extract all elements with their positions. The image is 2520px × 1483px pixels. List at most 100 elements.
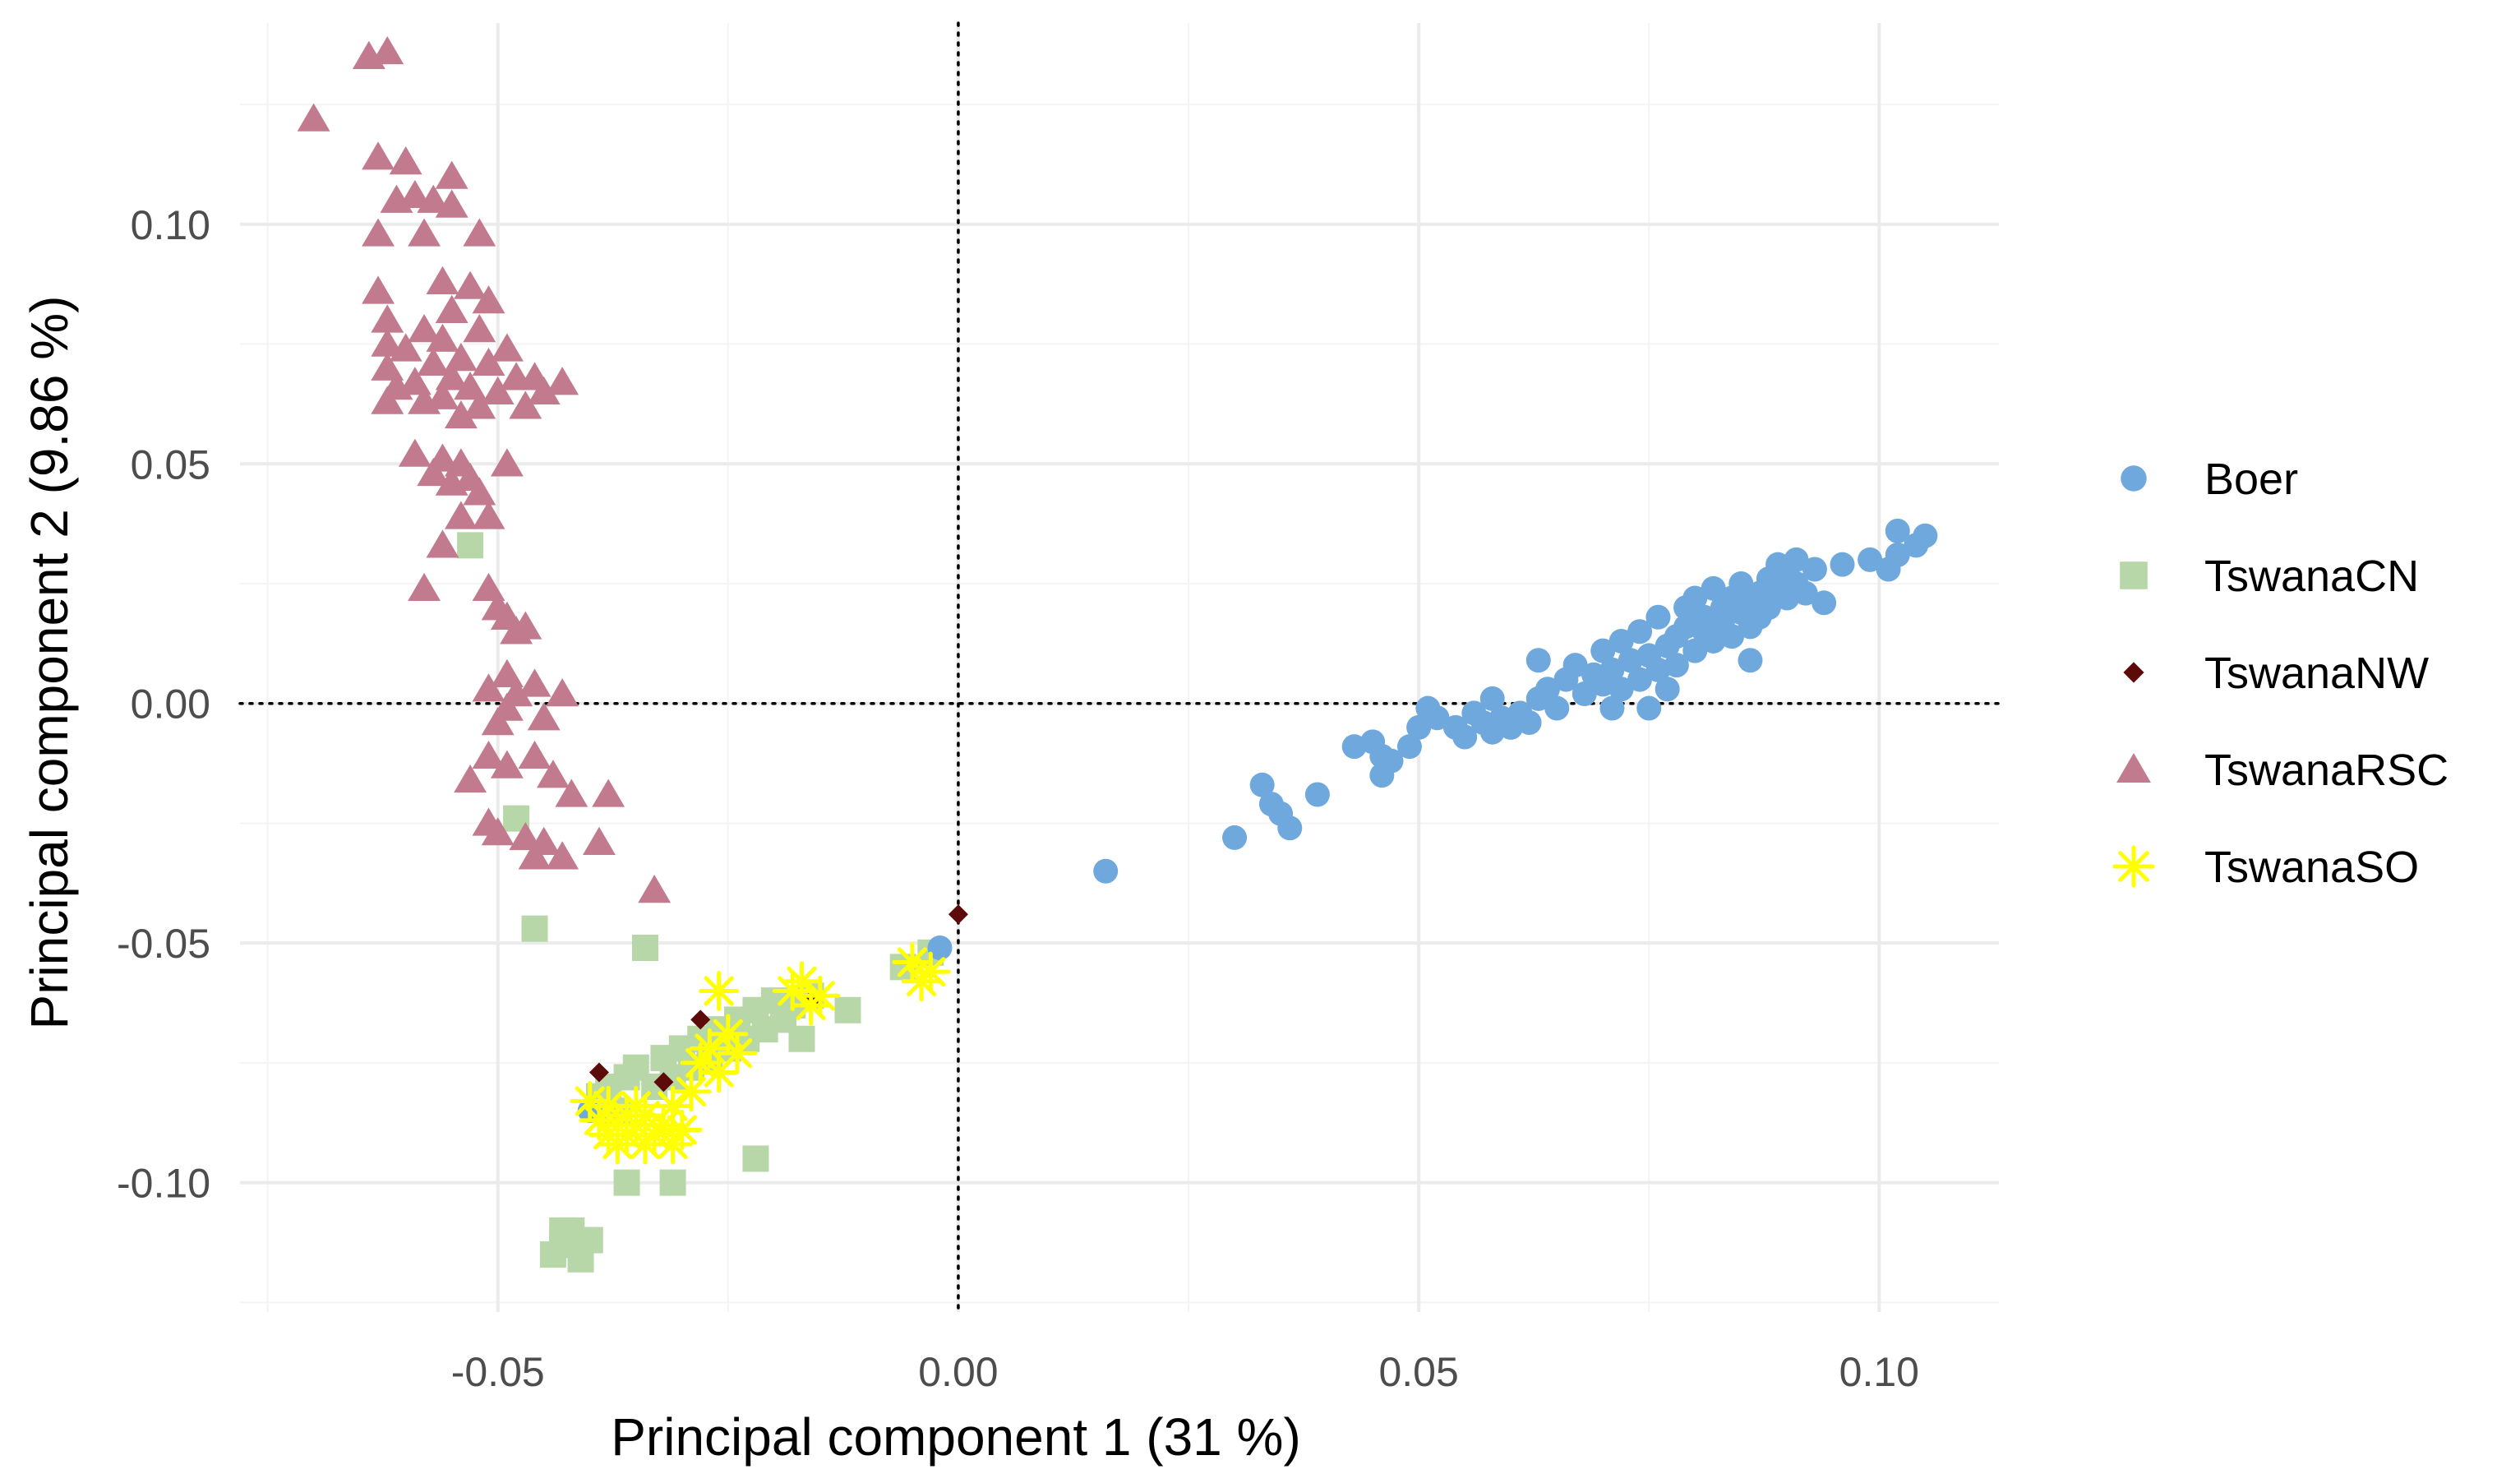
point-boer [1599, 695, 1625, 721]
point-boer [1682, 585, 1708, 611]
point-tswanarsc [546, 678, 579, 707]
point-tswanarsc [371, 386, 404, 414]
y-axis-title: Principal component 2 (9.86 %) [20, 296, 79, 1030]
point-boer [1885, 518, 1910, 543]
point-tswanaso [653, 1124, 694, 1165]
point-tswanarsc [362, 218, 395, 247]
point-boer [1784, 547, 1809, 572]
point-boer [1452, 724, 1478, 750]
point-boer [1692, 604, 1717, 630]
legend-label-tswanaso: TswanaSO [2204, 843, 2419, 892]
series-tswanaso [570, 941, 951, 1165]
point-tswananw [588, 1062, 609, 1083]
point-boer [1636, 695, 1662, 721]
point-tswanarsc [500, 678, 533, 707]
point-tswanarsc [592, 778, 625, 807]
x-tick-label: 0.00 [918, 1349, 998, 1395]
point-tswanarsc [472, 347, 505, 377]
point-boer [1802, 557, 1827, 582]
data-points [297, 35, 1938, 1273]
point-boer [1645, 604, 1671, 630]
point-tswanarsc [527, 376, 561, 405]
tick-labels: -0.05 0.00 0.05 0.10 -0.10 -0.05 0.00 0.05 0.10 [117, 202, 1919, 1395]
point-tswanarsc [481, 707, 515, 736]
point-boer [1682, 638, 1708, 663]
x-tick-label: 0.05 [1378, 1349, 1458, 1395]
reference-lines [238, 21, 2001, 1314]
point-tswanarsc [490, 333, 524, 362]
y-tick-label: 0.10 [131, 202, 210, 248]
point-tswananw [948, 904, 968, 925]
point-boer [1673, 614, 1699, 640]
point-boer [1701, 575, 1726, 601]
point-tswanarsc [426, 266, 459, 294]
point-boer [1719, 624, 1745, 649]
point-tswanarsc [389, 333, 422, 362]
x-tick-label: -0.05 [451, 1349, 545, 1395]
point-tswanacn [788, 1025, 815, 1052]
point-tswanarsc [417, 184, 450, 213]
point-boer [1913, 523, 1938, 548]
point-tswanarsc [435, 189, 468, 218]
series-tswanarsc [297, 35, 672, 903]
point-tswanarsc [546, 841, 579, 870]
point-tswanarsc [454, 764, 487, 793]
point-tswananw [653, 1072, 674, 1093]
point-tswanarsc [426, 443, 459, 472]
point-tswanarsc [472, 673, 505, 702]
point-boer [1793, 580, 1818, 606]
point-tswanaso [910, 951, 951, 992]
x-axis-title: Principal component 1 (31 %) [611, 1407, 1301, 1467]
point-boer [1396, 734, 1422, 760]
point-boer [1406, 714, 1432, 740]
point-tswanarsc [481, 817, 515, 846]
point-tswanarsc [518, 740, 552, 769]
point-tswanarsc [426, 381, 459, 409]
point-boer [1599, 657, 1625, 682]
point-tswanarsc [398, 179, 432, 209]
point-boer [1590, 638, 1616, 663]
point-boer [1093, 858, 1119, 884]
point-boer [1544, 695, 1570, 721]
y-tick-label: 0.05 [131, 441, 210, 487]
point-tswanarsc [472, 501, 505, 529]
point-boer [1655, 677, 1680, 702]
legend-label-tswanacn: TswanaCN [2204, 552, 2419, 601]
legend-item-tswanacn: TswanaCN [2120, 552, 2419, 601]
legend-item-tswananw: TswanaNW [2123, 649, 2429, 698]
point-boer [1830, 552, 1855, 577]
legend-key-tswananw [2123, 662, 2144, 683]
point-boer [1525, 648, 1551, 673]
point-tswanaso [699, 970, 740, 1011]
point-boer [1608, 677, 1634, 702]
point-boer [927, 935, 953, 960]
point-tswanarsc [435, 362, 468, 390]
point-tswanacn [631, 934, 658, 961]
point-tswanarsc [546, 367, 579, 395]
point-tswanacn [834, 996, 861, 1023]
point-boer [1341, 734, 1367, 760]
point-boer [1562, 653, 1588, 678]
legend-item-tswanarsc: TswanaRSC [2116, 746, 2448, 795]
point-boer [1645, 657, 1671, 682]
point-boer [1627, 619, 1653, 644]
legend-label-tswanarsc: TswanaRSC [2204, 746, 2448, 795]
point-boer [1222, 825, 1248, 850]
point-tswanarsc [362, 141, 395, 170]
point-boer [1756, 595, 1781, 621]
point-tswanarsc [371, 304, 404, 333]
point-tswanarsc [408, 218, 441, 247]
point-tswanaso [653, 1085, 694, 1126]
legend-item-tswanaso: TswanaSO [2112, 843, 2419, 892]
point-boer [1572, 681, 1597, 707]
point-boer [1858, 547, 1883, 572]
point-tswanarsc [371, 328, 404, 357]
point-tswanarsc [435, 294, 468, 323]
point-tswanarsc [371, 35, 404, 65]
point-tswanarsc [426, 323, 459, 352]
point-tswanarsc [463, 218, 496, 247]
point-tswanarsc [417, 347, 450, 377]
point-tswanacn [659, 1169, 686, 1196]
point-tswanarsc [426, 529, 459, 558]
